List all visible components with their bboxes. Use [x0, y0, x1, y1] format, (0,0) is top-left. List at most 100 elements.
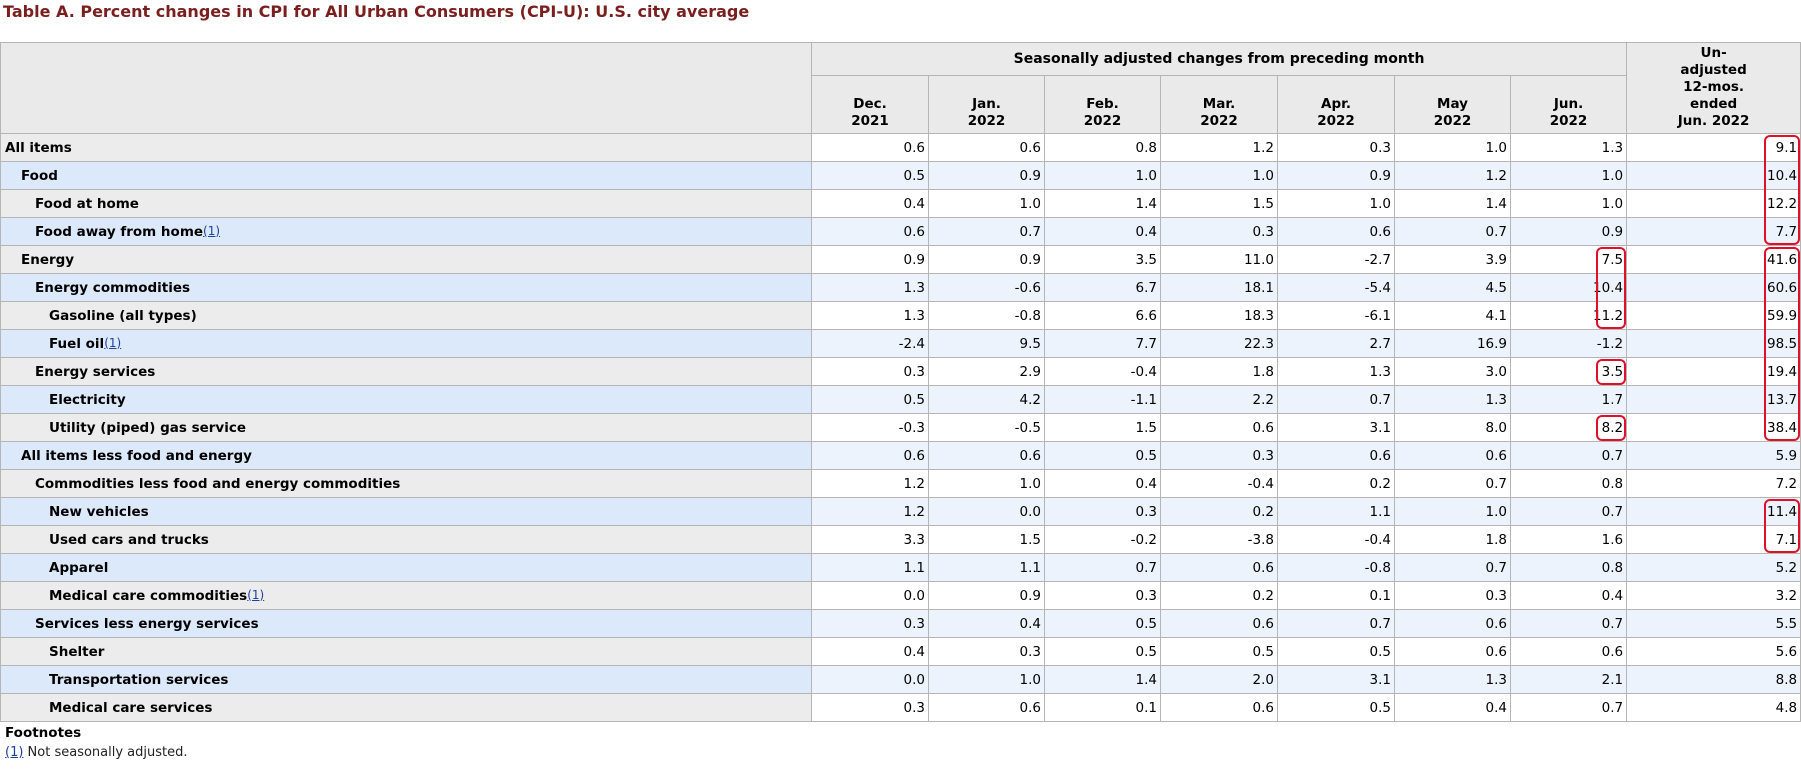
- table-row: Shelter 0.4 0.3 0.5 0.5 0.5 0.6 0.6 5.6: [0, 637, 1801, 666]
- row-label: Energy services: [35, 363, 156, 380]
- monthly-value-cell: 1.0: [1509, 161, 1628, 190]
- unadjusted-value-cell: 60.6: [1626, 273, 1801, 302]
- monthly-value-cell: 1.5: [928, 525, 1045, 554]
- row-label-cell: New vehicles: [0, 497, 812, 526]
- footnote-ref-link[interactable]: (1): [247, 587, 265, 602]
- seasonally-adjusted-header: Seasonally adjusted changes from precedi…: [810, 42, 1628, 76]
- monthly-value-cell: -0.3: [811, 413, 929, 442]
- monthly-value-cell: 3.5: [1509, 357, 1628, 386]
- row-label: Used cars and trucks: [49, 531, 209, 548]
- row-label-cell: Energy commodities: [0, 273, 812, 302]
- monthly-value-cell: 4.2: [928, 385, 1045, 414]
- row-label-cell: Used cars and trucks: [0, 525, 812, 554]
- unadjusted-value-cell: 8.8: [1626, 665, 1801, 694]
- footnote-ref-link[interactable]: (1): [104, 335, 122, 350]
- monthly-value-cell: 0.6: [1394, 609, 1511, 638]
- table-row: Energy commodities 1.3 -0.6 6.7 18.1 -5.4 4.5 1…: [0, 273, 1801, 302]
- unadjusted-header-line: 12-mos.: [1683, 79, 1745, 95]
- monthly-value-cell: 7.7: [1044, 329, 1161, 358]
- monthly-value-cell: -0.8: [928, 301, 1045, 330]
- row-label-cell: Gasoline (all types): [0, 301, 812, 330]
- footnote-item: (1) Not seasonally adjusted.: [5, 745, 188, 760]
- monthly-value-cell: 2.2: [1160, 385, 1278, 414]
- table-row: All items 0.6 0.6 0.8 1.2 0.3 1.0 1.3 9.1: [0, 133, 1801, 162]
- monthly-value-cell: 3.1: [1277, 413, 1395, 442]
- unadjusted-header: Un- adjusted 12-mos. ended Jun. 2022: [1626, 42, 1801, 134]
- row-label: Apparel: [49, 559, 109, 576]
- row-label: Fuel oil: [49, 335, 105, 352]
- monthly-value-cell: 4.5: [1394, 273, 1511, 302]
- row-label: Shelter: [49, 643, 105, 660]
- monthly-value-cell: 1.3: [1394, 665, 1511, 694]
- row-label: Food away from home: [35, 223, 204, 240]
- table-row: Utility (piped) gas service -0.3 -0.5 1.5 0.…: [0, 413, 1801, 442]
- monthly-value-cell: 0.6: [811, 133, 929, 162]
- monthly-value-cell: 8.0: [1394, 413, 1511, 442]
- row-label-cell: Energy services: [0, 357, 812, 386]
- unadjusted-value-cell: 7.2: [1626, 469, 1801, 498]
- table-row: Medical care commodities(1) 0.0 0.9 0.3 0.2 0…: [0, 581, 1801, 610]
- monthly-value-cell: 3.1: [1277, 665, 1395, 694]
- monthly-value-cell: 0.6: [1394, 441, 1511, 470]
- monthly-value-cell: 0.0: [928, 497, 1045, 526]
- monthly-value-cell: 1.0: [1277, 189, 1395, 218]
- monthly-value-cell: 0.5: [1044, 609, 1161, 638]
- monthly-value-cell: 0.4: [811, 189, 929, 218]
- monthly-value-cell: 1.1: [1277, 497, 1395, 526]
- monthly-value-cell: -0.8: [1277, 553, 1395, 582]
- row-label-cell: Food at home: [0, 189, 812, 218]
- monthly-value-cell: 0.7: [1509, 497, 1628, 526]
- month-header: May 2022: [1394, 75, 1511, 134]
- unadjusted-value-cell: 98.5: [1626, 329, 1801, 358]
- monthly-value-cell: 0.7: [1509, 693, 1628, 722]
- monthly-value-cell: 0.6: [811, 441, 929, 470]
- row-label: All items less food and energy: [21, 447, 252, 464]
- monthly-value-cell: 0.6: [811, 217, 929, 246]
- month-header: Mar. 2022: [1160, 75, 1278, 134]
- row-label-cell: Apparel: [0, 553, 812, 582]
- monthly-value-cell: -1.2: [1509, 329, 1628, 358]
- monthly-value-cell: 0.9: [928, 245, 1045, 274]
- monthly-value-cell: 3.3: [811, 525, 929, 554]
- monthly-value-cell: 0.6: [1160, 553, 1278, 582]
- monthly-value-cell: 1.8: [1394, 525, 1511, 554]
- footnote-ref-link[interactable]: (1): [203, 223, 221, 238]
- monthly-value-cell: 1.2: [1394, 161, 1511, 190]
- unadjusted-value-cell: 41.6: [1626, 245, 1801, 274]
- unadjusted-value-cell: 5.5: [1626, 609, 1801, 638]
- month-header-month: Feb.: [1086, 96, 1119, 112]
- table-row: Commodities less food and energy commodi…: [0, 469, 1801, 498]
- monthly-value-cell: 0.5: [1044, 441, 1161, 470]
- monthly-value-cell: 0.1: [1044, 693, 1161, 722]
- monthly-value-cell: 0.0: [811, 665, 929, 694]
- monthly-value-cell: 0.8: [1044, 133, 1161, 162]
- monthly-value-cell: 1.3: [1394, 385, 1511, 414]
- table-row: Gasoline (all types) 1.3 -0.8 6.6 18.3 -6.1 4.…: [0, 301, 1801, 330]
- row-label-cell: Services less energy services: [0, 609, 812, 638]
- monthly-value-cell: 3.0: [1394, 357, 1511, 386]
- monthly-value-cell: 18.3: [1160, 301, 1278, 330]
- monthly-value-cell: 1.4: [1044, 665, 1161, 694]
- row-label-cell: All items: [0, 133, 812, 162]
- row-label-cell: Medical care services: [0, 693, 812, 722]
- unadjusted-value-cell: 19.4: [1626, 357, 1801, 386]
- monthly-value-cell: 1.3: [1277, 357, 1395, 386]
- monthly-value-cell: 0.9: [811, 245, 929, 274]
- monthly-value-cell: 0.1: [1277, 581, 1395, 610]
- table-row: Transportation services 0.0 1.0 1.4 2.0 3.1 1.…: [0, 665, 1801, 694]
- monthly-value-cell: 0.6: [1394, 637, 1511, 666]
- monthly-value-cell: 1.7: [1509, 385, 1628, 414]
- table-row: All items less food and energy 0.6 0.6 0.5 0…: [0, 441, 1801, 470]
- monthly-value-cell: 2.1: [1509, 665, 1628, 694]
- monthly-value-cell: 1.0: [928, 469, 1045, 498]
- monthly-value-cell: 0.9: [928, 581, 1045, 610]
- monthly-value-cell: 1.6: [1509, 525, 1628, 554]
- footnote-link[interactable]: (1): [5, 745, 24, 760]
- monthly-value-cell: 0.3: [811, 357, 929, 386]
- table-row: Apparel 1.1 1.1 0.7 0.6 -0.8 0.7 0.8 5.2: [0, 553, 1801, 582]
- month-header: Jun. 2022: [1509, 75, 1628, 134]
- row-label: Food at home: [35, 195, 139, 212]
- monthly-value-cell: 3.9: [1394, 245, 1511, 274]
- month-header-month: Apr.: [1321, 96, 1351, 112]
- unadjusted-value-cell: 10.4: [1626, 161, 1801, 190]
